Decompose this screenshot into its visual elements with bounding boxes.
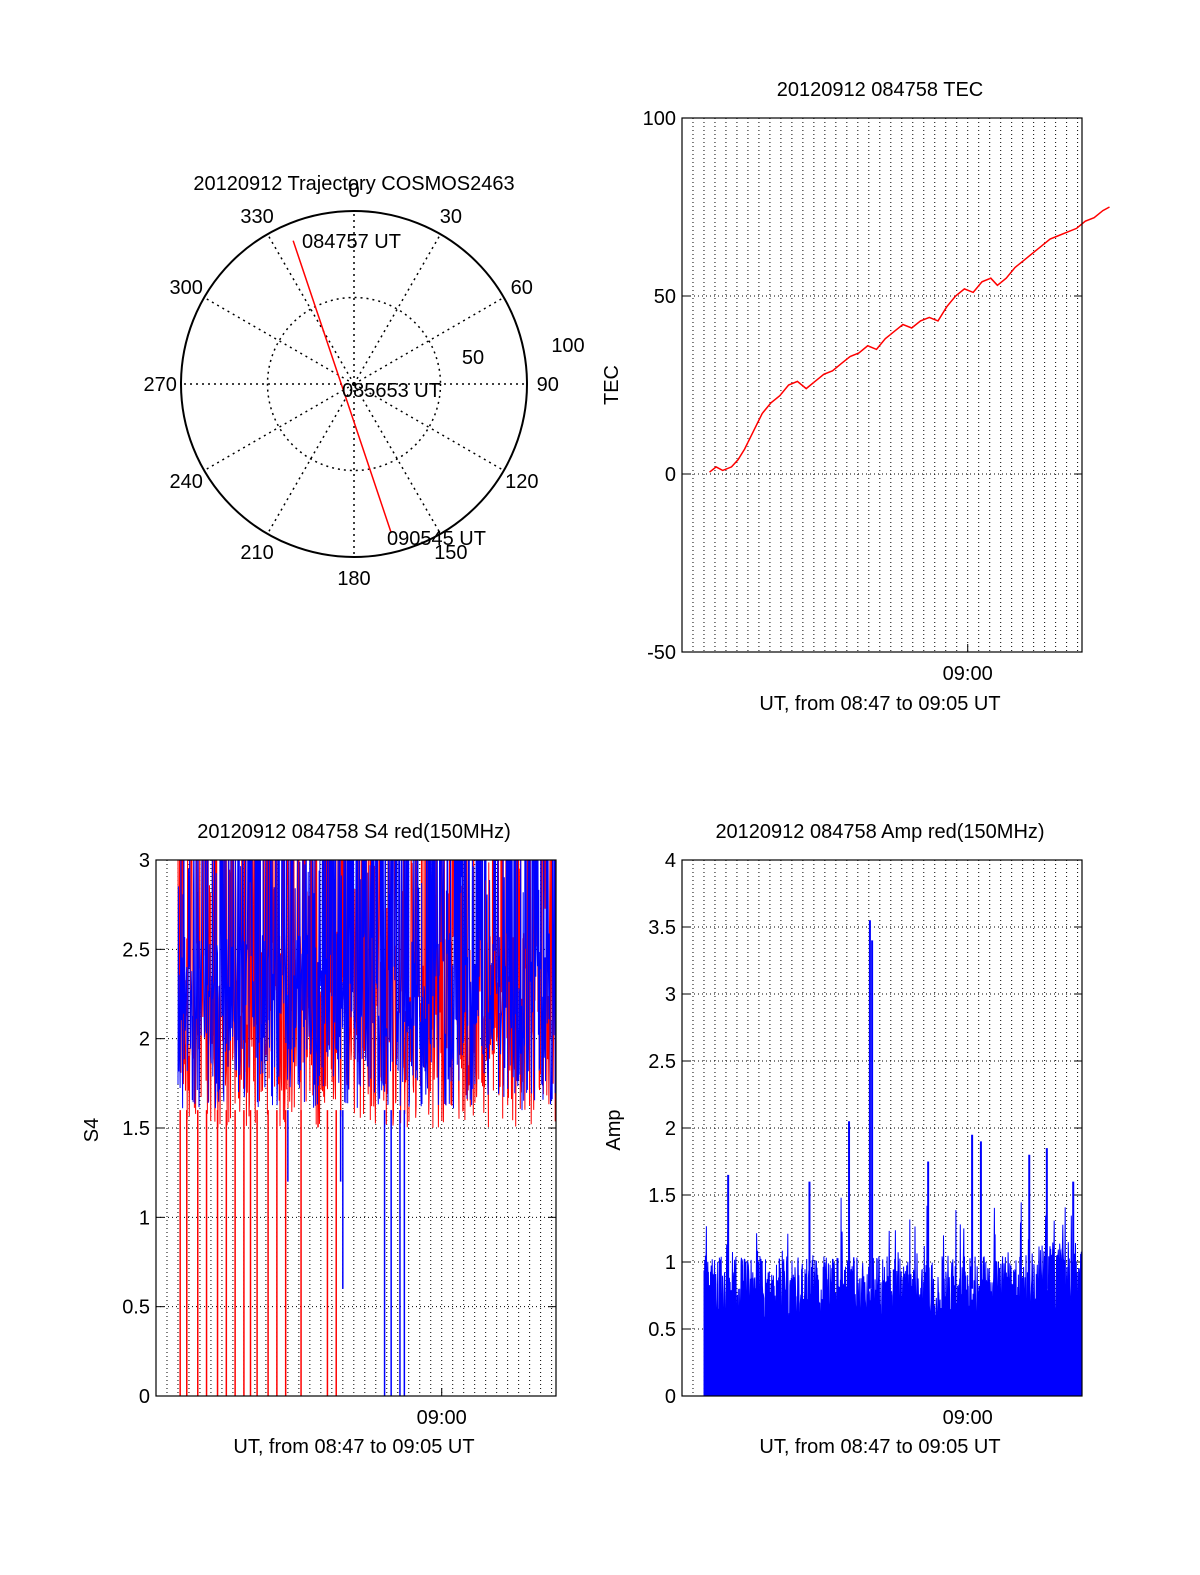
x-tick-label: 09:00	[943, 663, 993, 685]
azimuth-tick-label: 300	[170, 277, 203, 299]
grid-spoke	[266, 383, 355, 535]
x-axis-label: UT, from 08:47 to 09:05 UT	[759, 1436, 1000, 1458]
y-tick-label: 50	[654, 286, 676, 308]
chart-title: 20120912 084758 TEC	[777, 79, 983, 101]
x-axis-label: UT, from 08:47 to 09:05 UT	[759, 693, 1000, 715]
trajectory-label: 084757 UT	[302, 231, 401, 253]
x-tick-label: 09:00	[417, 1407, 467, 1429]
chart-title: 20120912 Trajectory COSMOS2463	[193, 173, 514, 195]
y-axis-label: S4	[81, 1118, 103, 1142]
s4-line-chart: 20120912 084758 S4 red(150MHz) S4 UT, fr…	[81, 821, 557, 1458]
trajectory-label: 085653 UT	[342, 380, 441, 402]
polar-trajectory-plot: 20120912 Trajectory COSMOS2463 0 30 60 90 12…	[144, 173, 585, 590]
grid-spoke	[203, 296, 355, 385]
trajectory-label: 090545 UT	[387, 528, 486, 550]
y-tick-label: 2.5	[122, 939, 150, 961]
y-tick-label: 3	[139, 850, 150, 872]
y-tick-label: 1.5	[122, 1118, 150, 1140]
y-tick-label: -50	[647, 642, 676, 664]
trajectory-line	[292, 240, 392, 532]
azimuth-tick-label: 330	[240, 206, 273, 228]
azimuth-tick-label: 30	[440, 206, 462, 228]
azimuth-tick-label: 270	[144, 374, 177, 396]
azimuth-tick-label: 90	[537, 374, 559, 396]
y-tick-label: 0.5	[648, 1319, 676, 1341]
grid-spoke	[353, 383, 442, 535]
y-tick-label: 0.5	[122, 1297, 150, 1319]
amp-series-area	[703, 1197, 1083, 1397]
azimuth-tick-label: 60	[511, 277, 533, 299]
plot-frame	[681, 117, 1083, 653]
s4-series-line	[177, 860, 556, 1111]
tec-line-chart: 20120912 084758 TEC TEC UT, from 08:47 t…	[601, 79, 1110, 715]
azimuth-tick-label: 150	[434, 542, 467, 564]
grid-spoke	[266, 233, 355, 385]
azimuth-tick-label: 180	[337, 568, 370, 590]
grid-spoke	[353, 383, 505, 472]
radius-tick-label: 100	[551, 335, 584, 357]
grid-circle	[266, 296, 442, 472]
grid-spoke	[203, 383, 355, 472]
y-tick-label: 1.5	[648, 1185, 676, 1207]
plot-frame	[681, 859, 1083, 1397]
y-tick-label: 2	[139, 1029, 150, 1051]
y-tick-label: 2	[665, 1118, 676, 1140]
y-tick-label: 0	[139, 1386, 150, 1408]
tec-series-line	[709, 206, 1110, 473]
y-axis-label: Amp	[603, 1109, 625, 1150]
y-tick-label: 1	[139, 1207, 150, 1229]
chart-title: 20120912 084758 Amp red(150MHz)	[715, 821, 1044, 843]
azimuth-tick-label: 240	[170, 471, 203, 493]
azimuth-tick-label: 210	[240, 542, 273, 564]
y-tick-label: 0	[665, 464, 676, 486]
radius-tick-label: 50	[462, 347, 484, 369]
outer-circle	[180, 210, 528, 558]
y-tick-label: 3.5	[648, 917, 676, 939]
y-tick-label: 1	[665, 1252, 676, 1274]
plot-frame	[155, 859, 557, 1397]
y-tick-label: 2.5	[648, 1051, 676, 1073]
y-tick-label: 0	[665, 1386, 676, 1408]
azimuth-tick-label: 120	[505, 471, 538, 493]
y-tick-label: 3	[665, 984, 676, 1006]
y-tick-label: 4	[665, 850, 676, 872]
grid-spoke	[353, 296, 505, 385]
y-tick-label: 100	[643, 108, 676, 130]
amp-bar-chart: 20120912 084758 Amp red(150MHz) Amp UT, …	[603, 821, 1083, 1458]
grid-spoke	[353, 233, 442, 385]
chart-title: 20120912 084758 S4 red(150MHz)	[197, 821, 511, 843]
x-tick-label: 09:00	[943, 1407, 993, 1429]
x-axis-label: UT, from 08:47 to 09:05 UT	[233, 1436, 474, 1458]
azimuth-tick-label: 0	[348, 180, 359, 202]
y-axis-label: TEC	[601, 365, 623, 405]
s4-series-group	[177, 860, 556, 1396]
